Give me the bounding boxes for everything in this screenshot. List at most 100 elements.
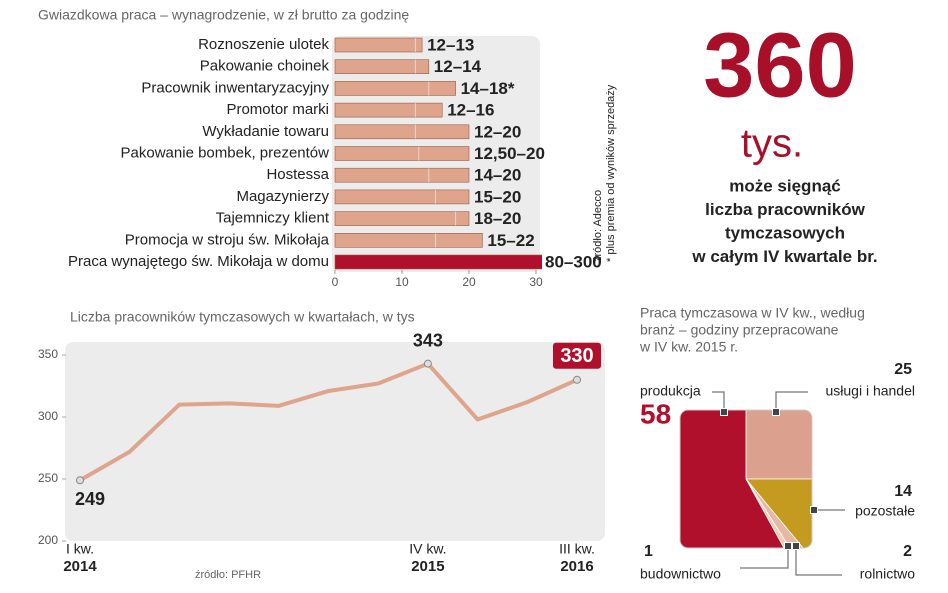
category-label: Wykładanie towaru	[202, 123, 329, 140]
x-tick-label: 2016	[560, 558, 593, 575]
slice-value: 58	[640, 398, 671, 429]
headline-text: może sięgnąć	[729, 176, 841, 195]
x-tick-label: 2015	[411, 558, 444, 575]
x-tick-label: 0	[332, 275, 339, 289]
category-label: Pakowanie choinek	[200, 58, 330, 75]
bar	[334, 254, 542, 270]
line-background	[65, 342, 605, 541]
leader-dot	[720, 408, 728, 416]
slice-name: pozostałe	[855, 503, 915, 519]
leader-line	[740, 546, 789, 569]
bar	[334, 146, 470, 161]
value-label: 80–300	[545, 252, 602, 271]
x-tick-label: I kw.	[66, 541, 94, 557]
category-label: Promocja w stroju św. Mikołaja	[125, 231, 330, 248]
line-chart: 200 250 300 350 I kw.2014 IV kw.2015 III kw.20…	[38, 330, 601, 575]
bar-title: Gwiazdkowa praca – wynagrodzenie, w zł b…	[38, 7, 409, 23]
bar	[334, 59, 430, 75]
category-label: Promotor marki	[226, 101, 329, 118]
leader-line	[775, 391, 808, 412]
line-title: Liczba pracowników tymczasowych w kwarta…	[70, 309, 415, 325]
source: źródło: PFHR	[195, 569, 261, 581]
x-tick-label: 20	[462, 275, 476, 289]
slice-value: 1	[644, 543, 653, 560]
y-tick-label: 350	[38, 347, 58, 361]
point	[423, 359, 432, 368]
pie-title: Praca tymczasowa w IV kw., według	[640, 305, 865, 321]
bar-chart: 0 10 20 30 Roznoszenie ulotek 12–13 Pakowanie …	[68, 35, 602, 289]
headline-number: 360	[703, 14, 857, 116]
bar	[334, 37, 423, 53]
slice-name: usługi i handel	[825, 383, 915, 399]
value-label: 12–13	[427, 35, 474, 54]
leader-line	[712, 391, 725, 412]
slice	[745, 410, 812, 480]
x-tick-label: 10	[395, 275, 409, 289]
value-label: 12–16	[447, 101, 494, 120]
x-tick-label: 2014	[63, 558, 97, 575]
label-box	[553, 342, 601, 369]
value-label: 330	[560, 345, 593, 367]
slice-name: budownictwo	[640, 566, 721, 582]
y-tick-label: 200	[38, 533, 58, 547]
value-label: 12–20	[474, 122, 521, 141]
slice-name: rolnictwo	[860, 566, 915, 582]
category-label: Tajemniczy klient	[216, 210, 330, 227]
leader-line	[795, 546, 842, 576]
bar	[334, 233, 483, 248]
value-label: 15–22	[487, 231, 534, 250]
source: źródło: Adecco	[592, 190, 604, 262]
leader-dot	[784, 542, 792, 550]
pie-frame	[679, 409, 813, 549]
category-label: Pakowanie bombek, prezentów	[121, 144, 330, 161]
value-label: 249	[75, 489, 105, 509]
bar	[334, 189, 470, 205]
y-tick-label: 300	[38, 409, 58, 423]
bars	[334, 37, 542, 270]
value-label: 18–20	[474, 209, 521, 228]
slices	[680, 410, 812, 548]
slice	[745, 478, 812, 548]
headline-text: tymczasowych	[725, 223, 845, 242]
value-label: 14–18*	[461, 79, 515, 98]
footnote: * plus premia od wyników sprzedaży	[605, 84, 617, 262]
category-label: Roznoszenie ulotek	[198, 36, 329, 53]
bar	[334, 81, 456, 96]
slice-name: produkcja	[640, 383, 701, 399]
leader-dot	[772, 408, 780, 416]
slice	[745, 478, 812, 548]
bar	[334, 124, 470, 140]
value-label: 12–14	[434, 57, 482, 76]
x-tick-label: III kw.	[559, 541, 595, 557]
bar	[334, 167, 470, 183]
headline-text: w całym IV kwartale br.	[691, 247, 877, 266]
slice-value: 25	[894, 361, 912, 378]
value-label: 343	[413, 330, 443, 350]
x-tick-label: IV kw.	[409, 541, 446, 557]
bar	[334, 102, 443, 118]
slice	[745, 478, 812, 548]
headline: może sięgnąć liczba pracowników tymczasowy…	[691, 176, 877, 266]
pie-title: branż – godziny przepracowane	[640, 322, 839, 338]
slice-value: 14	[894, 483, 912, 500]
point	[573, 375, 581, 384]
pie-title: w IV kw. 2015 r.	[639, 339, 738, 355]
value-label: 15–20	[474, 187, 521, 206]
category-label: Praca wynajętego św. Mikołaja w domu	[68, 253, 329, 270]
value-label: 12,50–20	[474, 144, 545, 163]
x-tick-label: 30	[529, 275, 543, 289]
leader-dot	[810, 506, 818, 514]
leader-dot	[792, 542, 800, 550]
line-series	[79, 361, 578, 482]
y-tick-label: 250	[38, 471, 58, 485]
slice-value: 2	[903, 543, 912, 560]
value-label: 14–20	[474, 166, 521, 185]
slice	[680, 410, 812, 548]
point	[76, 476, 84, 485]
bar	[334, 211, 470, 226]
headline-unit: tys.	[741, 122, 803, 166]
category-label: Hostessa	[266, 166, 329, 183]
category-label: Pracownik inwentaryzacyjny	[141, 79, 329, 96]
